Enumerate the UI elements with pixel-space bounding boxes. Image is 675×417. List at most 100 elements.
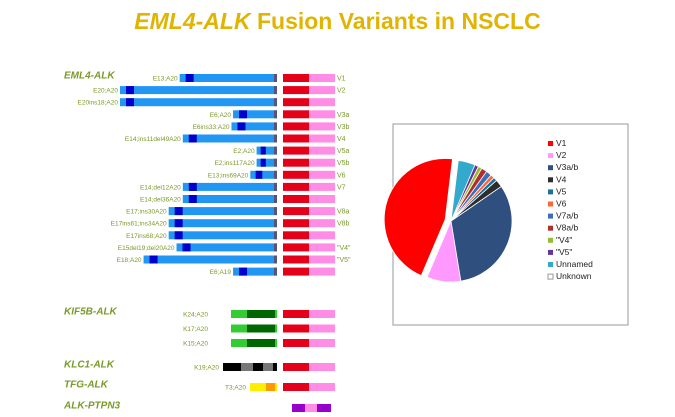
fusion-row: E2;A20 V5a <box>233 146 350 155</box>
alk-kinase-domain <box>283 219 309 228</box>
alk-kinase-domain <box>283 231 309 240</box>
alk-segment <box>292 404 305 412</box>
fusion-label: E17;ins30A20 <box>126 209 167 216</box>
alk-kinase-domain <box>283 182 309 191</box>
variant-label: V7 <box>337 184 346 191</box>
legend-swatch <box>548 225 553 231</box>
fusion-row: K24;A20 <box>183 310 335 319</box>
fusion-label: K17;A20 <box>183 326 208 333</box>
alk-kinase-domain <box>283 324 309 333</box>
fusion-label: E2;ins117A20 <box>215 160 255 167</box>
eml4-segment <box>168 231 277 240</box>
variant-label: V8b <box>337 221 350 228</box>
breakpoint-mark <box>274 170 277 179</box>
legend-swatch <box>548 262 553 267</box>
eml4-motif <box>182 243 191 252</box>
title-gene: EML4-ALK <box>134 8 251 34</box>
fusion-label: E6;A19 <box>210 269 232 276</box>
kif5b-coil <box>247 339 275 347</box>
tfg-segment <box>250 383 277 391</box>
eml4-motif <box>174 219 183 228</box>
group-labels: EML4-ALK KIF5B-ALK KLC1-ALK TFG-ALK ALK-PTPN… <box>63 71 121 412</box>
pie-slice <box>450 185 513 282</box>
alk-tail <box>309 170 335 179</box>
fusion-row: E13;A20 V1 <box>153 74 346 83</box>
alk-kinase-domain <box>283 170 309 179</box>
breakpoint-mark <box>274 243 277 252</box>
eml4-segment <box>182 182 277 191</box>
legend-label: "V5" <box>556 247 572 257</box>
fusion-row <box>292 404 331 412</box>
alk-tail <box>309 243 335 252</box>
alk-tail <box>309 310 335 318</box>
group-label: KIF5B-ALK <box>64 307 118 318</box>
eml4-segment <box>231 122 277 131</box>
legend-swatch <box>548 165 553 171</box>
klc1-motif <box>263 363 273 371</box>
eml4-segment <box>176 243 277 252</box>
legend-swatch <box>548 213 553 219</box>
pie-slice <box>450 159 476 222</box>
alk-tail <box>309 207 335 216</box>
fusion-row: K15;A20 <box>183 339 335 348</box>
alk-tail <box>309 74 335 82</box>
variant-label: V4 <box>337 136 346 143</box>
fusion-label: E13;ins69A20 <box>208 172 249 179</box>
alk-tail <box>309 134 335 143</box>
fusion-row: K17;A20 <box>183 324 335 333</box>
alk-kinase-domain <box>283 267 309 276</box>
legend-label: V2 <box>556 150 567 160</box>
eml4-motif <box>255 170 263 179</box>
alk-kinase-domain <box>283 122 309 131</box>
eml4-motif <box>185 74 194 82</box>
fusion-row: E13;ins69A20 V6 <box>208 170 346 179</box>
eml4-motif <box>239 110 248 119</box>
legend-label: Unnamed <box>556 259 593 269</box>
fusion-row: T3;A20 <box>225 383 335 392</box>
kif5b-coil <box>247 324 275 333</box>
alk-kinase-domain <box>283 110 309 119</box>
alk-kinase-domain <box>283 207 309 216</box>
legend-label: Unknown <box>556 271 592 281</box>
fusion-row: E17ins68;A20 <box>126 231 335 240</box>
slide-title: EML4-ALK Fusion Variants in NSCLC <box>0 8 675 35</box>
legend-label: "V4" <box>556 235 572 245</box>
eml4-motif <box>188 195 197 203</box>
title-rest: Fusion Variants in NSCLC <box>256 8 541 34</box>
ptpn3-linker <box>305 404 317 412</box>
tfg-motif <box>266 383 275 391</box>
group-label: ALK-PTPN3 <box>63 401 121 412</box>
legend-label: V3a/b <box>556 162 578 172</box>
eml4-segment <box>233 110 277 119</box>
fusion-label: K15;A20 <box>183 341 208 348</box>
alk-kinase-domain <box>283 255 309 264</box>
pie-slice <box>383 158 453 277</box>
fusion-label: E18;A20 <box>117 257 142 264</box>
eml4-segment <box>168 219 277 228</box>
fusion-row: E14;del12A20 V7 <box>140 182 346 191</box>
alk-kinase-domain <box>283 134 309 143</box>
eml4-segment <box>179 74 277 82</box>
fusion-row: E17ins61;ins34A20 V8b <box>111 219 350 228</box>
fusion-label: E14;ins11del49A20 <box>125 136 181 143</box>
legend-swatch <box>548 237 553 243</box>
variant-label: V3b <box>337 124 350 131</box>
pie-legend: V1 V2 V3a/b V4 V5 V6 V7a/b V8a/b "V4" "V5" Unnamed… <box>547 138 593 281</box>
variant-label: "V5" <box>337 257 351 264</box>
eml4-motif <box>260 146 266 155</box>
legend-swatch <box>548 201 553 207</box>
fusion-row: E20;A20 V2 <box>93 86 346 95</box>
group-label: EML4-ALK <box>64 71 115 82</box>
fusion-label: E14;del36A20 <box>140 197 181 204</box>
fusion-row: E14;ins11del49A20 V4 <box>125 134 346 143</box>
klc1-motif <box>241 363 253 371</box>
alk-tail <box>309 267 335 276</box>
eml4-motif <box>126 98 134 107</box>
variant-label: V5b <box>337 160 350 167</box>
eml4-motif <box>126 86 134 95</box>
breakpoint-mark <box>274 267 277 276</box>
eml4-segment <box>182 134 277 143</box>
variant-label: V5a <box>337 148 350 155</box>
fusion-row: E20ins18;A20 <box>78 98 335 107</box>
